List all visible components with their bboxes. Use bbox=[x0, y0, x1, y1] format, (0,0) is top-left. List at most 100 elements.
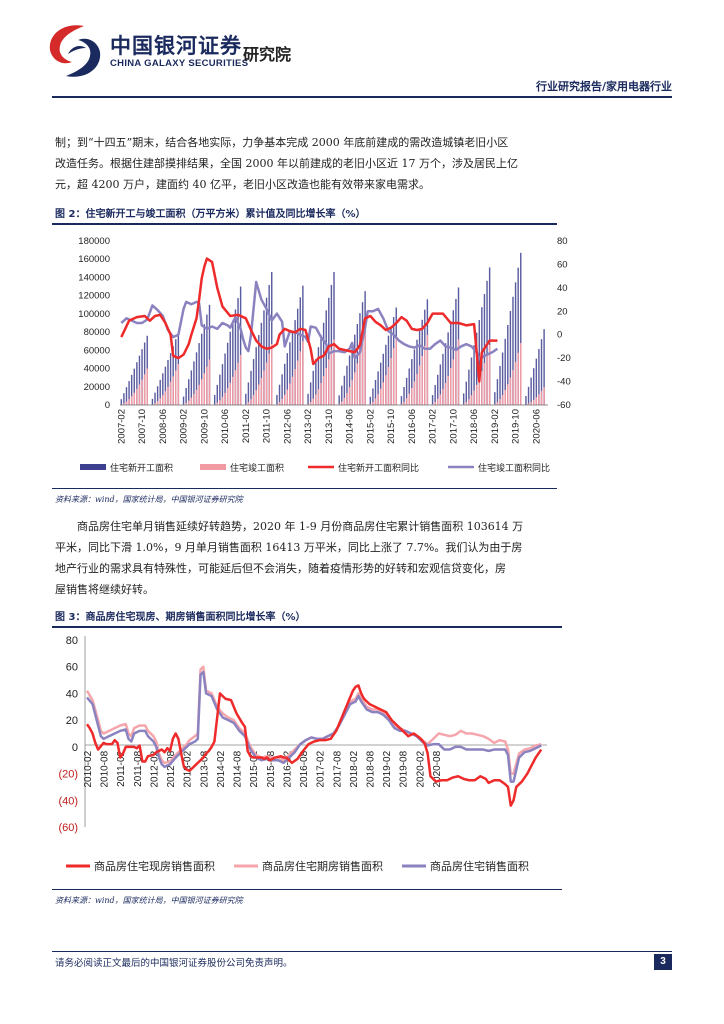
legend-presale-house: 商品房住宅期房销售面积 bbox=[262, 859, 383, 873]
page-number: 3 bbox=[654, 954, 672, 970]
new-start-bar bbox=[141, 349, 143, 405]
completed-bar bbox=[255, 390, 257, 405]
new-start-bar bbox=[442, 353, 444, 405]
legend-new-start-yoy: 住宅新开工面积同比 bbox=[338, 462, 419, 473]
completed-bar bbox=[133, 392, 135, 405]
x-axis-tick-label: 2020-02 bbox=[415, 750, 426, 787]
y-axis-tick-label: (20) bbox=[58, 769, 78, 781]
new-start-bar bbox=[507, 325, 509, 405]
completed-bar bbox=[359, 353, 361, 405]
completed-bar bbox=[193, 393, 195, 405]
new-start-bar bbox=[213, 395, 216, 405]
completed-bar bbox=[468, 399, 470, 405]
completed-bar bbox=[190, 397, 193, 405]
new-start-bar bbox=[468, 369, 470, 405]
new-start-bar bbox=[431, 395, 434, 405]
chart-legend: 商品房住宅现房销售面积 商品房住宅期房销售面积 商品房住宅销售面积 bbox=[66, 859, 529, 873]
completed-bar bbox=[512, 370, 514, 405]
completed-bar bbox=[382, 382, 384, 405]
x-axis-tick-label: 2013-02 bbox=[303, 409, 314, 444]
completed-bars bbox=[120, 331, 545, 405]
new-start-bar bbox=[162, 373, 164, 405]
completed-bar bbox=[309, 401, 312, 405]
new-start-bar bbox=[416, 339, 418, 405]
new-start-bar bbox=[276, 394, 278, 405]
new-start-bar bbox=[296, 308, 299, 405]
new-start-bar bbox=[206, 314, 208, 405]
completed-bar bbox=[172, 376, 174, 405]
completed-bar bbox=[159, 398, 161, 405]
x-axis-tick-label: 2010-02 bbox=[83, 750, 94, 787]
new-start-bars bbox=[120, 252, 545, 405]
new-start-bar bbox=[527, 386, 530, 405]
right-axis-tick-label: 80 bbox=[557, 236, 568, 247]
completed-bar bbox=[520, 343, 522, 405]
completed-bar bbox=[517, 352, 519, 405]
completed-bar bbox=[188, 400, 190, 405]
new-start-bar bbox=[348, 355, 351, 405]
x-axis-tick-label: 2015-08 bbox=[266, 750, 277, 787]
new-start-bar bbox=[307, 393, 309, 405]
y-axis-tick-label: 40 bbox=[66, 688, 78, 700]
figure-3-chart: 80 60 40 20 0 (20) (40) (60) 2010-02 2010-08 2011… bbox=[58, 635, 547, 873]
completed-bar bbox=[330, 349, 333, 405]
completed-bar bbox=[260, 377, 263, 405]
new-start-bar bbox=[317, 347, 320, 405]
x-axis-tick-label: 2014-06 bbox=[345, 409, 356, 444]
new-start-bar bbox=[525, 396, 527, 405]
x-axis-tick-label: 2015-10 bbox=[386, 409, 397, 444]
new-start-bar bbox=[136, 362, 138, 405]
completed-bar bbox=[284, 394, 286, 405]
figure-2-bottom-rule bbox=[52, 488, 557, 489]
new-start-bar bbox=[372, 388, 374, 405]
new-start-bar bbox=[167, 359, 169, 405]
completed-bar bbox=[354, 372, 356, 405]
completed-bar bbox=[185, 402, 187, 405]
completed-bar bbox=[307, 404, 309, 405]
completed-bar bbox=[136, 388, 138, 405]
new-start-bar bbox=[494, 392, 496, 405]
completed-bar bbox=[299, 351, 301, 405]
x-axis-tick-label: 2012-08 bbox=[166, 750, 177, 787]
legend-completed: 住宅竣工面积 bbox=[230, 462, 284, 473]
new-start-bar bbox=[452, 310, 455, 405]
new-start-bar bbox=[475, 332, 478, 405]
x-axis-labels: 2007-02 2007-10 2008-06 2009-02 2009-10 2010-… bbox=[116, 409, 542, 444]
x-axis-tick-label: 2013-08 bbox=[199, 750, 210, 787]
new-start-bar bbox=[188, 379, 190, 405]
completed-bar bbox=[439, 394, 442, 405]
completed-bar bbox=[195, 389, 198, 405]
completed-bar bbox=[286, 389, 289, 405]
new-start-bar bbox=[411, 359, 413, 405]
new-start-bar bbox=[439, 364, 442, 405]
x-axis-tick-label: 2018-06 bbox=[469, 409, 480, 444]
legend-completed-yoy: 住宅竣工面积同比 bbox=[478, 462, 550, 473]
completed-bar bbox=[346, 393, 348, 405]
new-start-bar bbox=[413, 349, 416, 405]
completed-bar bbox=[416, 373, 418, 405]
new-start-bar bbox=[385, 344, 387, 405]
new-start-bar bbox=[208, 304, 211, 405]
new-start-bar bbox=[341, 385, 343, 405]
new-start-bar bbox=[286, 353, 289, 405]
new-start-bar bbox=[154, 392, 156, 405]
new-start-bar bbox=[294, 320, 296, 405]
new-start-bar bbox=[128, 381, 130, 405]
completed-bar bbox=[162, 395, 164, 405]
completed-bar bbox=[322, 375, 325, 405]
new-start-bar bbox=[540, 339, 543, 405]
left-axis-tick-label: 100000 bbox=[78, 309, 110, 320]
completed-bar bbox=[341, 401, 343, 405]
x-axis-tick-label: 2016-06 bbox=[407, 409, 418, 444]
completed-bar bbox=[392, 348, 395, 405]
completed-bar bbox=[385, 375, 387, 405]
completed-bar bbox=[504, 390, 506, 405]
completed-bar bbox=[143, 374, 146, 405]
new-start-bar bbox=[185, 387, 187, 405]
completed-bar bbox=[328, 359, 330, 405]
completed-bar bbox=[494, 404, 496, 405]
new-start-bar bbox=[535, 358, 538, 405]
completed-bar bbox=[478, 378, 480, 405]
new-start-bar bbox=[234, 309, 237, 405]
paragraph-line: 制；到“十四五”期末，结合各地实际，力争基本完成 2000 年底前建成的需改造城… bbox=[55, 136, 509, 149]
